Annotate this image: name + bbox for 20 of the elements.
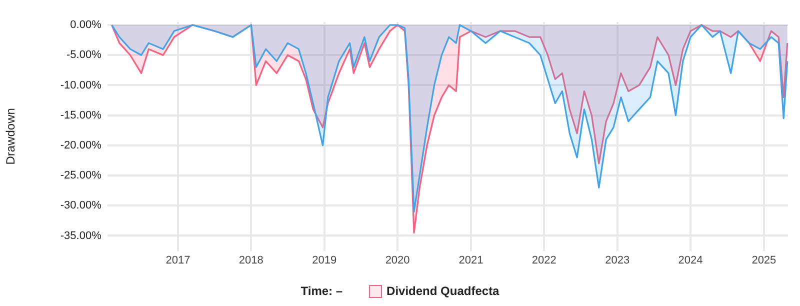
- y-tick-label: -20.00%: [60, 139, 102, 152]
- text: Time: –: [300, 284, 343, 298]
- x-tick-label: 2019: [312, 254, 337, 266]
- x-tick-label: 2017: [166, 254, 190, 266]
- x-tick-label: 2018: [238, 254, 264, 266]
- y-tick-label: -15.00%: [60, 109, 102, 122]
- x-tick-label: 2020: [385, 254, 410, 266]
- y-tick-label: -5.00%: [66, 49, 102, 62]
- y-tick-label: -25.00%: [60, 170, 102, 182]
- y-tick-label: -30.00%: [60, 200, 102, 212]
- x-tick-label: 2025: [752, 254, 776, 266]
- y-tick-label: -10.00%: [60, 79, 102, 92]
- x-tick-label: 2022: [532, 254, 556, 266]
- x-tick-label: 2023: [605, 254, 630, 266]
- y-axis-title: Drawdown: [4, 108, 18, 165]
- y-tick-label: -35.00%: [60, 230, 102, 242]
- x-tick-label: 2021: [458, 254, 484, 266]
- y-tick-label: 0.00%: [70, 19, 102, 32]
- legend-label: Dividend Quadfecta: [386, 284, 500, 298]
- x-tick-label: 2024: [678, 254, 703, 266]
